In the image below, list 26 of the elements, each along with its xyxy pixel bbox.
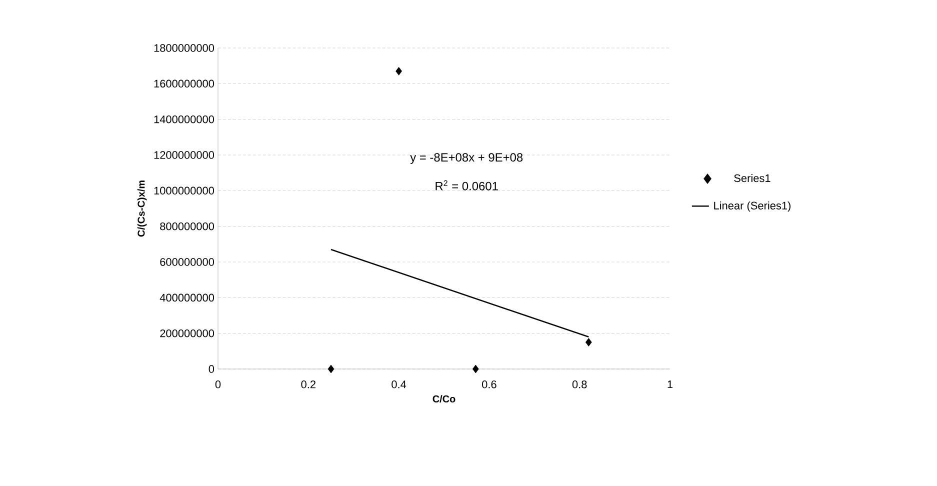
y-axis-title: C/(Cs-C)x/m bbox=[137, 180, 147, 237]
point bbox=[585, 338, 592, 346]
y-tick-label: 200000000 bbox=[160, 329, 214, 338]
x-tick-label: 0.2 bbox=[301, 380, 316, 388]
x-axis-title: C/Co bbox=[432, 395, 456, 403]
point bbox=[472, 364, 479, 374]
y-tick-label: 1400000000 bbox=[154, 115, 214, 124]
y-tick-label: 800000000 bbox=[160, 222, 214, 230]
y-tick-label: 1800000000 bbox=[154, 44, 214, 52]
x-tick-label: 1 bbox=[668, 380, 673, 388]
y-tick-label: 600000000 bbox=[160, 258, 214, 266]
legend-label: Linear (Series1) bbox=[714, 201, 790, 212]
legend-label: Series1 bbox=[734, 174, 770, 182]
y-tick-label: 1200000000 bbox=[154, 151, 214, 159]
x-tick-label: 0 bbox=[215, 380, 221, 388]
annotation: R$^{2}$ = 0.0601 bbox=[436, 180, 498, 190]
point bbox=[328, 364, 334, 374]
x-tick-label: 0.6 bbox=[482, 380, 496, 388]
annotation: y = -8E+08x + 9E+08 bbox=[410, 153, 523, 164]
y-tick-label: 1600000000 bbox=[154, 80, 214, 88]
x-tick-label: 0.4 bbox=[392, 380, 406, 388]
y-tick-label: 1000000000 bbox=[154, 186, 214, 195]
x-tick-label: 0.8 bbox=[572, 380, 587, 388]
y-tick-label: 0 bbox=[208, 365, 214, 373]
point bbox=[396, 66, 402, 76]
y-tick-label: 400000000 bbox=[160, 294, 214, 302]
